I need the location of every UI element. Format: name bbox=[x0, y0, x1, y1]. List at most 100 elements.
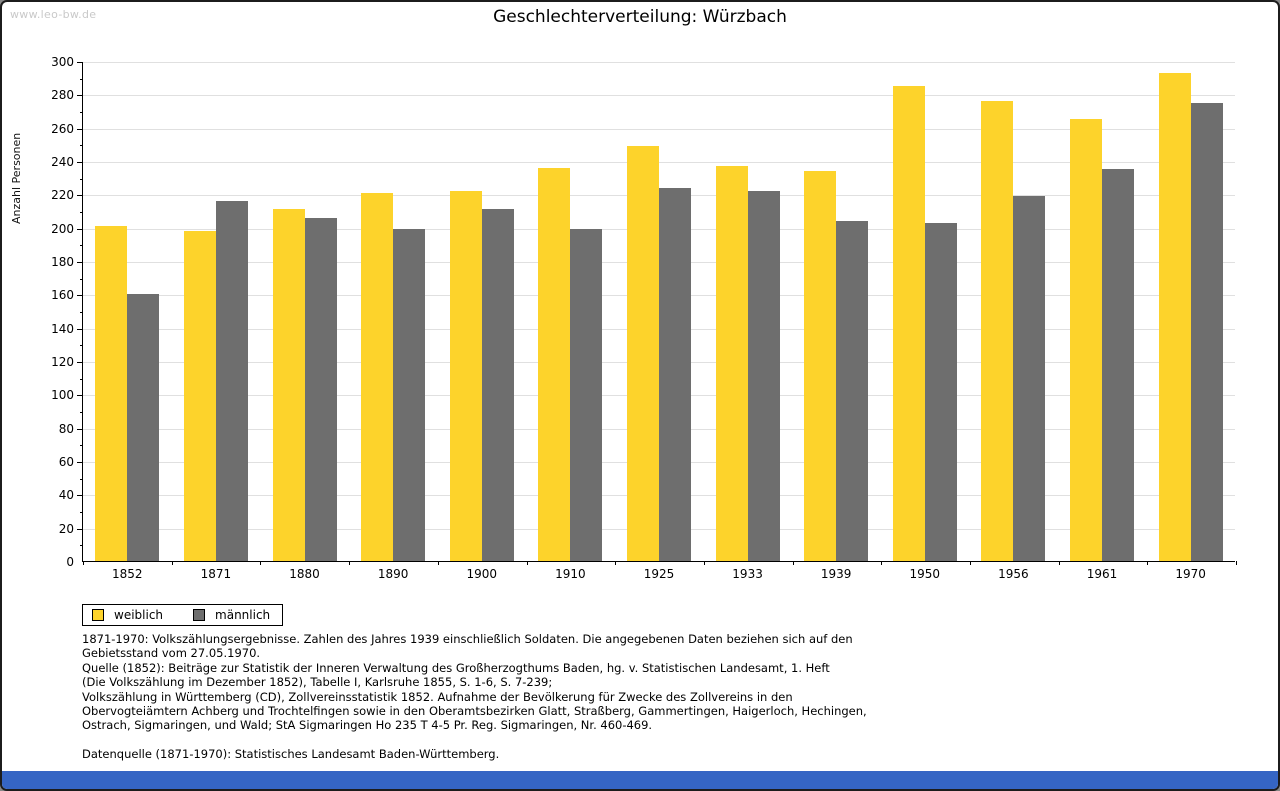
y-tick-label-240: 240 bbox=[51, 155, 74, 169]
x-tick-3 bbox=[349, 561, 351, 565]
footnote-line: (Die Volkszählung im Dezember 1852), Tab… bbox=[82, 675, 553, 690]
y-tick-label-160: 160 bbox=[51, 288, 74, 303]
plot-area: Anzahl Personen 0 20 40 60 80 100 120 140 160 180… bbox=[10, 55, 1237, 581]
y-tick-40 bbox=[77, 495, 83, 497]
x-label-1871: 1871 bbox=[200, 567, 232, 581]
gridline-280 bbox=[83, 95, 1235, 97]
bottom-bar bbox=[2, 771, 1278, 789]
legend-item-male: männlich bbox=[193, 608, 270, 622]
y-tick-label-60: 60 bbox=[58, 455, 74, 469]
bar-group-1950 bbox=[880, 62, 969, 561]
bar-female-1933 bbox=[715, 166, 748, 561]
footnote-line: 1871-1970: Volkszählungsergebnisse. Zahl… bbox=[82, 632, 853, 646]
y-tick-110 bbox=[80, 378, 83, 380]
gridline-240 bbox=[83, 162, 1235, 163]
y-tick-50 bbox=[80, 478, 83, 480]
bar-female-1939 bbox=[804, 171, 837, 561]
bar-male-1933 bbox=[747, 191, 780, 561]
y-tick-label-260: 260 bbox=[51, 121, 74, 136]
bar-group-1933 bbox=[703, 62, 792, 561]
x-tick-8 bbox=[792, 561, 794, 565]
bar-male-1961 bbox=[1102, 169, 1134, 561]
y-tick-220 bbox=[77, 195, 83, 197]
bar-female-1910 bbox=[538, 167, 571, 561]
x-label-1900: 1900 bbox=[466, 567, 498, 581]
footnote-line: Volkszählung in Württemberg (CD), Zollve… bbox=[82, 689, 793, 704]
bar-female-1900 bbox=[449, 191, 482, 561]
y-tick-280 bbox=[77, 95, 83, 97]
bar-group-1925 bbox=[615, 62, 704, 561]
legend-swatch-male bbox=[193, 609, 206, 621]
y-tick-190 bbox=[80, 245, 83, 247]
bar-male-1852 bbox=[127, 294, 160, 561]
x-label-1956: 1956 bbox=[998, 567, 1029, 581]
x-tick-13 bbox=[1236, 561, 1237, 565]
bar-female-1871 bbox=[183, 231, 216, 561]
x-tick-11 bbox=[1058, 561, 1060, 565]
legend: weiblich männlich bbox=[82, 604, 284, 626]
x-label-1890: 1890 bbox=[377, 567, 409, 581]
y-tick-140 bbox=[77, 328, 83, 330]
bar-group-1880 bbox=[260, 62, 349, 561]
y-tick-70 bbox=[80, 445, 83, 447]
footnote-line: Gebietsstand vom 27.05.1970. bbox=[82, 646, 261, 661]
x-label-1961: 1961 bbox=[1086, 567, 1118, 581]
bar-male-1956 bbox=[1013, 196, 1046, 561]
bar-female-1956 bbox=[981, 101, 1014, 561]
footnotes: 1871-1970: Volkszählungsergebnisse. Zahl… bbox=[82, 632, 1212, 761]
bar-group-1939 bbox=[792, 62, 881, 561]
y-tick-90 bbox=[80, 412, 83, 413]
bar-female-1925 bbox=[626, 146, 659, 561]
x-label-1970: 1970 bbox=[1175, 567, 1206, 581]
bar-group-1961 bbox=[1058, 62, 1147, 561]
x-tick-9 bbox=[881, 561, 883, 565]
bar-group-1910 bbox=[526, 62, 615, 561]
y-tick-label-300: 300 bbox=[51, 55, 74, 69]
bar-male-1925 bbox=[658, 187, 691, 561]
bar-male-1890 bbox=[393, 229, 426, 561]
y-tick-label-20: 20 bbox=[58, 521, 74, 536]
gridline-300 bbox=[83, 62, 1235, 63]
x-label-1933: 1933 bbox=[732, 567, 763, 581]
y-axis-title: Anzahl Personen bbox=[10, 132, 23, 224]
bar-female-1950 bbox=[892, 86, 925, 561]
x-axis-labels: 1852 1871 1880 1890 1900 1910 1925 1933 1939 1950… bbox=[83, 567, 1235, 581]
bar-male-1939 bbox=[836, 221, 869, 561]
bar-group-1956 bbox=[969, 62, 1058, 561]
bar-group-1890 bbox=[349, 62, 438, 561]
bar-group-1900 bbox=[437, 62, 526, 561]
x-tick-4 bbox=[437, 561, 439, 565]
y-tick-300 bbox=[77, 62, 83, 63]
bar-female-1852 bbox=[95, 226, 128, 561]
x-tick-0 bbox=[83, 561, 84, 565]
x-label-1950: 1950 bbox=[909, 567, 941, 581]
y-tick-130 bbox=[80, 345, 83, 347]
y-tick-label-40: 40 bbox=[58, 488, 74, 503]
bar-male-1900 bbox=[481, 209, 514, 561]
legend-label: männlich bbox=[215, 608, 271, 622]
x-tick-5 bbox=[526, 561, 528, 565]
x-label-1925: 1925 bbox=[643, 567, 675, 581]
y-tick-label-180: 180 bbox=[51, 255, 74, 269]
y-tick-240 bbox=[77, 162, 83, 163]
x-label-1852: 1852 bbox=[112, 567, 143, 581]
y-tick-120 bbox=[77, 362, 83, 363]
y-tick-label-0: 0 bbox=[66, 555, 74, 569]
y-tick-270 bbox=[80, 112, 83, 113]
bar-groups bbox=[83, 62, 1235, 561]
bar-male-1910 bbox=[570, 229, 603, 561]
x-label-1880: 1880 bbox=[289, 567, 320, 581]
chart-title: Geschlechterverteilung: Würzbach bbox=[493, 7, 787, 27]
datasource-line: Datenquelle (1871-1970): Statistisches L… bbox=[82, 746, 500, 761]
y-tick-label-280: 280 bbox=[51, 88, 74, 103]
legend-swatch-female bbox=[92, 609, 104, 621]
bar-female-1880 bbox=[272, 209, 305, 561]
y-tick-210 bbox=[80, 212, 83, 213]
y-tick-100 bbox=[77, 395, 83, 397]
bar-male-1880 bbox=[304, 217, 337, 561]
x-tick-12 bbox=[1147, 561, 1149, 565]
y-tick-30 bbox=[80, 512, 83, 513]
y-tick-180 bbox=[77, 262, 83, 263]
x-tick-7 bbox=[703, 561, 705, 565]
